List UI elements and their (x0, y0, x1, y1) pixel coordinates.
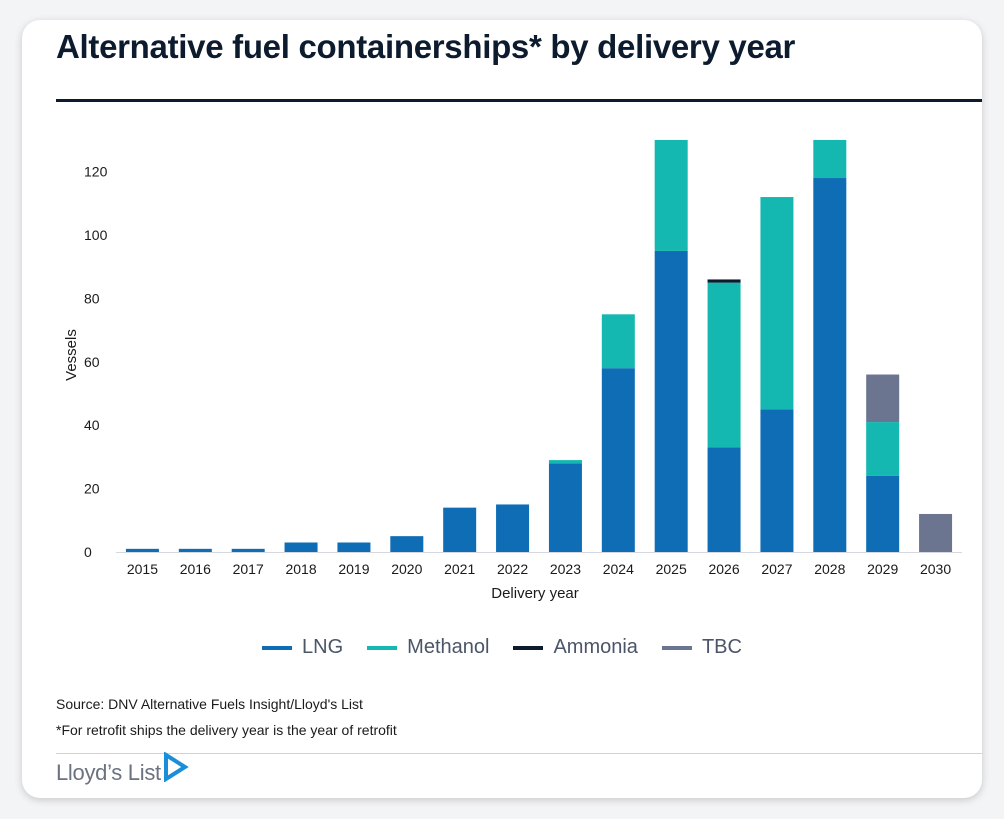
bar-lng-2028 (813, 178, 847, 552)
retrofit-note: *For retrofit ships the delivery year is… (56, 722, 397, 738)
play-arrow-icon (163, 752, 189, 782)
y-tick-label: 0 (84, 544, 92, 560)
chart-legend: LNG Methanol Ammonia TBC (22, 636, 982, 659)
bar-lng-2025 (654, 250, 688, 552)
bar-ammonia-2026 (707, 279, 741, 283)
x-tick-label: 2029 (867, 561, 898, 577)
bar-lng-2029 (866, 475, 900, 552)
bar-methanol-2029 (866, 422, 900, 476)
legend-label: LNG (302, 636, 344, 658)
legend-item-tbc: TBC (661, 636, 742, 659)
bar-lng-2026 (707, 447, 741, 552)
bar-lng-2015 (125, 548, 159, 552)
x-tick-label: 2026 (708, 561, 739, 577)
chart-title: Alternative fuel containerships* by deli… (56, 28, 796, 65)
x-tick-label: 2025 (656, 561, 687, 577)
x-tick-label: 2015 (127, 561, 158, 577)
x-tick-label: 2018 (285, 561, 316, 577)
legend-swatch (513, 645, 544, 650)
legend-swatch (262, 645, 293, 650)
x-tick-label: 2022 (497, 561, 528, 577)
title-divider (56, 99, 982, 102)
brand-logo: Lloyd’s List (56, 752, 189, 786)
source-note: Source: DNV Alternative Fuels Insight/Ll… (56, 696, 363, 712)
bar-lng-2024 (601, 368, 635, 552)
y-tick-label: 60 (84, 354, 100, 370)
bar-methanol-2023 (548, 460, 582, 464)
brand-name: Lloyd’s List (56, 760, 161, 785)
footer-divider (56, 753, 982, 754)
bar-lng-2027 (760, 409, 794, 552)
y-tick-label: 40 (84, 417, 100, 433)
bar-lng-2017 (231, 548, 265, 552)
bar-lng-2016 (178, 548, 212, 552)
bar-methanol-2025 (654, 140, 688, 251)
x-tick-label: 2017 (233, 561, 264, 577)
bar-tbc-2030 (919, 513, 953, 552)
y-tick-label: 100 (84, 227, 108, 243)
x-tick-label: 2027 (761, 561, 792, 577)
legend-item-lng: LNG (262, 636, 343, 659)
x-tick-label: 2030 (920, 561, 951, 577)
x-tick-label: 2028 (814, 561, 845, 577)
bar-methanol-2026 (707, 282, 741, 448)
x-tick-label: 2023 (550, 561, 581, 577)
legend-swatch (367, 645, 398, 650)
bar-chart: 0 20 40 60 80 100 120 Vessels 2015 2016 2017 2018 20… (63, 140, 962, 602)
x-tick-label: 2020 (391, 561, 422, 577)
bar-lng-2020 (390, 536, 424, 552)
y-tick-label: 120 (84, 164, 108, 180)
legend-label: Ammonia (553, 636, 638, 658)
legend-item-methanol: Methanol (367, 636, 489, 659)
bar-tbc-2029 (866, 374, 900, 423)
x-tick-label: 2024 (603, 561, 634, 577)
bar-methanol-2027 (760, 197, 794, 410)
legend-swatch (661, 645, 692, 650)
x-tick-label: 2019 (338, 561, 369, 577)
x-axis-label: Delivery year (491, 585, 579, 602)
bar-methanol-2028 (813, 140, 847, 179)
bar-lng-2023 (548, 463, 582, 552)
bar-lng-2021 (443, 507, 477, 552)
bar-lng-2019 (337, 542, 371, 552)
bar-lng-2022 (496, 504, 530, 552)
x-tick-label: 2021 (444, 561, 475, 577)
legend-item-ammonia: Ammonia (513, 636, 638, 659)
bar-lng-2018 (284, 542, 318, 552)
chart-card: Alternative fuel containerships* by deli… (22, 20, 982, 798)
x-tick-label: 2016 (180, 561, 211, 577)
y-tick-label: 20 (84, 481, 100, 497)
legend-label: Methanol (407, 636, 490, 658)
y-tick-label: 80 (84, 290, 100, 306)
legend-label: TBC (701, 636, 742, 658)
bar-methanol-2024 (601, 314, 635, 369)
y-axis-label: Vessels (63, 329, 80, 381)
